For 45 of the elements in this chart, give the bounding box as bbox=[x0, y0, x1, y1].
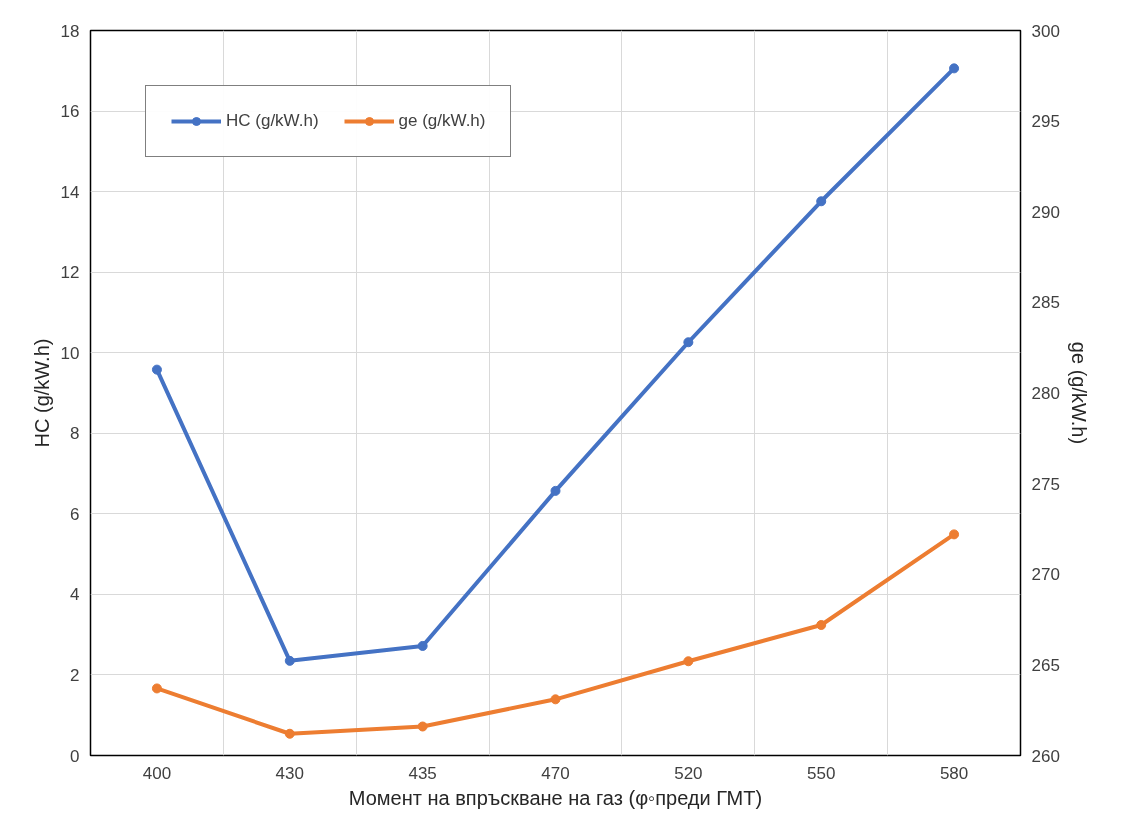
y-tick-label: 8 bbox=[70, 424, 80, 444]
y2-tick-label: 300 bbox=[1031, 21, 1060, 41]
x-tick-label: 400 bbox=[142, 763, 172, 783]
point bbox=[417, 721, 428, 732]
point bbox=[284, 655, 295, 666]
y2-tick-label: 275 bbox=[1031, 474, 1060, 494]
y-tick-label: 6 bbox=[70, 504, 80, 524]
y2-tick-label: 280 bbox=[1031, 384, 1060, 403]
y-tick-label: 0 bbox=[70, 746, 80, 766]
y-tick-label: 4 bbox=[70, 585, 80, 605]
legend-label: HC (g/kW.h) bbox=[226, 111, 319, 131]
y-tick-label: 2 bbox=[70, 665, 80, 685]
point bbox=[816, 196, 827, 207]
x-tick-label: 470 bbox=[541, 763, 570, 783]
x-tick-label: 580 bbox=[939, 763, 969, 783]
point bbox=[683, 337, 694, 348]
x-tick-label: 520 bbox=[674, 763, 703, 783]
point bbox=[417, 640, 428, 651]
point bbox=[949, 63, 960, 74]
x-axis-title: Момент на впръскване на газ (φ◦преди ГМТ) bbox=[348, 786, 763, 809]
x-tick-label: 435 bbox=[408, 763, 437, 783]
y2-tick-label: 285 bbox=[1031, 293, 1060, 313]
point bbox=[683, 656, 694, 667]
point bbox=[284, 728, 295, 739]
x-tick-label: 430 bbox=[275, 763, 304, 783]
y-tick-label: 10 bbox=[60, 343, 80, 363]
y-tick-label: 14 bbox=[60, 182, 80, 202]
y2-tick-label: 260 bbox=[1031, 746, 1060, 766]
y2-tick-label: 290 bbox=[1031, 202, 1060, 222]
point bbox=[151, 683, 162, 694]
point bbox=[816, 620, 827, 630]
point bbox=[550, 485, 561, 496]
point bbox=[151, 364, 162, 375]
y2-tick-label: 295 bbox=[1031, 112, 1060, 132]
y2-tick-label: 265 bbox=[1031, 655, 1060, 675]
x-tick-label: 550 bbox=[807, 763, 836, 783]
y2-tick-label: 270 bbox=[1031, 565, 1060, 585]
y-tick-label: 18 bbox=[60, 21, 80, 41]
y-axis-title: HC (g/kW.h) bbox=[30, 338, 53, 448]
point bbox=[550, 694, 561, 705]
y-tick-label: 12 bbox=[60, 263, 80, 283]
point bbox=[949, 529, 960, 540]
legend-label: ge (g/kW.h) bbox=[398, 111, 486, 131]
y2-axis-title: ge (g/kW.h) bbox=[1067, 341, 1090, 445]
y-tick-label: 16 bbox=[60, 102, 80, 122]
